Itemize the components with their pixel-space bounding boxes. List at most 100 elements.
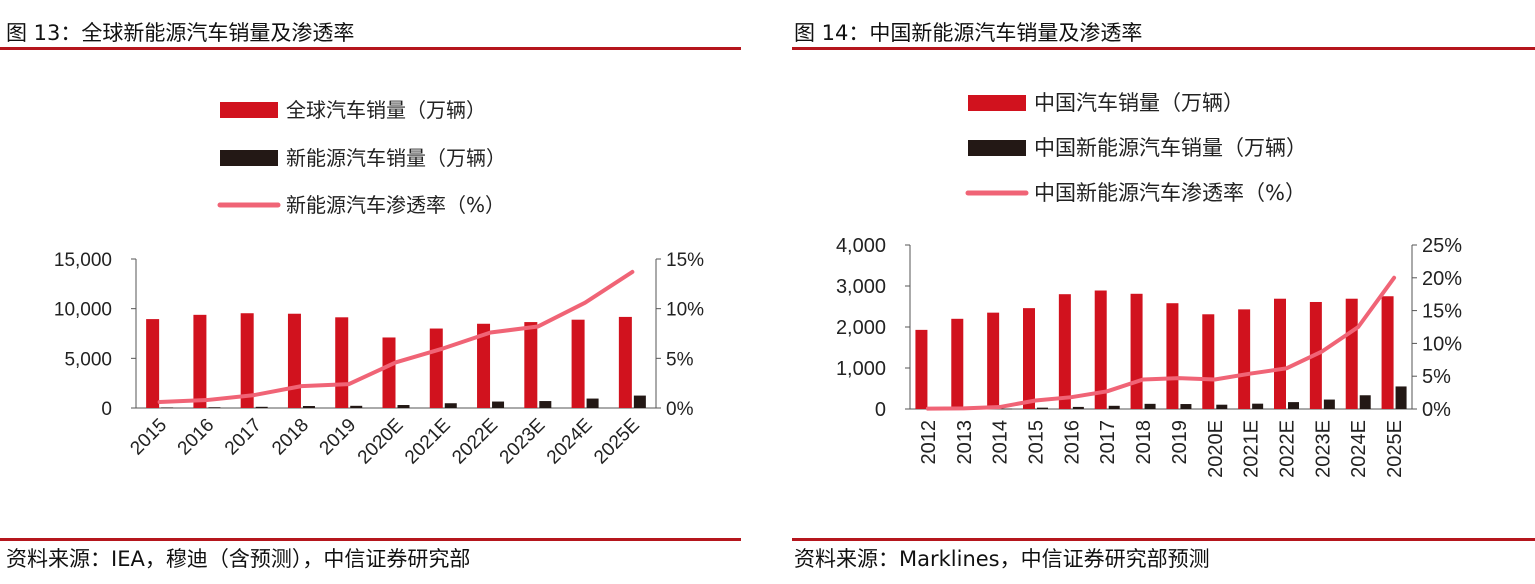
bar-total-sales bbox=[287, 313, 301, 408]
legend-label-3: 新能源汽车渗透率（%） bbox=[286, 193, 505, 217]
bar-nev-sales bbox=[444, 403, 457, 408]
right-tick-label: 5% bbox=[666, 349, 694, 370]
bar-nev-sales bbox=[1072, 406, 1084, 409]
bar-nev-sales bbox=[208, 407, 221, 408]
right-tick-label: 0% bbox=[666, 399, 694, 420]
bar-nev-sales bbox=[255, 406, 268, 408]
x-category-label: 2021E bbox=[1241, 420, 1263, 478]
right-tick-label: 20% bbox=[1422, 268, 1462, 290]
bar-total-sales bbox=[1202, 314, 1215, 409]
bar-total-sales bbox=[1023, 308, 1035, 409]
right-title-rule bbox=[792, 47, 1535, 50]
x-category-label: 2024E bbox=[1348, 420, 1370, 478]
bar-nev-sales bbox=[492, 401, 505, 408]
legend-swatch-1 bbox=[220, 102, 278, 118]
bar-total-sales bbox=[915, 329, 928, 409]
bar-total-sales bbox=[240, 313, 254, 408]
x-category-label: 2020E bbox=[1205, 420, 1227, 478]
bar-nev-sales bbox=[1323, 399, 1335, 409]
bar-nev-sales bbox=[302, 406, 315, 408]
right-source-rule bbox=[792, 538, 1535, 541]
left-tick-label: 0 bbox=[101, 399, 112, 420]
x-category-label: 2014 bbox=[990, 420, 1012, 465]
right-tick-label: 15% bbox=[666, 250, 704, 271]
bar-total-sales bbox=[987, 312, 1000, 409]
bar-total-sales bbox=[1166, 303, 1179, 409]
legend-label-1: 中国汽车销量（万辆） bbox=[1034, 91, 1244, 115]
right-tick-label: 10% bbox=[1422, 333, 1462, 355]
right-figure-title: 图 14：中国新能源汽车销量及渗透率 bbox=[794, 21, 1143, 45]
bar-total-sales bbox=[951, 318, 964, 409]
bar-total-sales bbox=[193, 314, 207, 408]
x-category-label: 2023E bbox=[1312, 420, 1334, 478]
bar-total-sales bbox=[382, 337, 396, 408]
left-tick-label: 10,000 bbox=[54, 300, 112, 321]
bar-nev-sales bbox=[539, 401, 552, 408]
bar-nev-sales bbox=[1359, 395, 1371, 409]
right-tick-label: 15% bbox=[1422, 301, 1462, 323]
bar-nev-sales bbox=[350, 405, 363, 408]
bar-total-sales bbox=[1345, 298, 1358, 409]
x-category-label: 2018 bbox=[1133, 420, 1155, 465]
right-tick-label: 25% bbox=[1422, 235, 1462, 257]
bar-total-sales bbox=[477, 323, 491, 408]
x-category-label: 2016 bbox=[1061, 420, 1083, 465]
bar-total-sales bbox=[571, 319, 585, 408]
bar-total-sales bbox=[1094, 290, 1107, 409]
bar-nev-sales bbox=[1108, 405, 1120, 409]
bar-nev-sales bbox=[397, 405, 410, 408]
penetration-rate-line bbox=[157, 269, 635, 405]
legend-label-2: 新能源汽车销量（万辆） bbox=[286, 146, 506, 170]
x-category-label: 2015 bbox=[1026, 420, 1048, 465]
bar-total-sales bbox=[1381, 296, 1394, 409]
left-tick-label: 15,000 bbox=[54, 250, 112, 271]
bar-nev-sales bbox=[1288, 402, 1299, 409]
left-tick-label: 3,000 bbox=[836, 276, 886, 298]
left-tick-label: 1,000 bbox=[836, 358, 886, 380]
bar-nev-sales bbox=[1252, 403, 1264, 409]
bar-total-sales bbox=[524, 322, 538, 408]
left-figure-source: 资料来源：IEA，穆迪（含预测），中信证券研究部 bbox=[6, 547, 471, 571]
legend-label-2: 中国新能源汽车销量（万辆） bbox=[1034, 136, 1307, 160]
bar-total-sales bbox=[1274, 298, 1286, 409]
legend-swatch-2 bbox=[220, 150, 278, 166]
left-title-rule bbox=[0, 47, 741, 50]
right-tick-label: 10% bbox=[666, 300, 704, 321]
left-figure-title: 图 13：全球新能源汽车销量及渗透率 bbox=[6, 21, 355, 45]
left-tick-label: 4,000 bbox=[836, 235, 886, 257]
legend-swatch-1 bbox=[968, 95, 1026, 111]
bar-nev-sales bbox=[1395, 386, 1407, 409]
x-category-label: 2013 bbox=[954, 420, 976, 465]
bar-total-sales bbox=[1238, 309, 1251, 409]
bar-nev-sales bbox=[633, 395, 646, 408]
x-category-label: 2025E bbox=[1384, 420, 1406, 478]
bar-nev-sales bbox=[1216, 404, 1228, 409]
bar-nev-sales bbox=[1037, 407, 1048, 409]
left-tick-label: 0 bbox=[875, 399, 886, 421]
bar-total-sales bbox=[618, 316, 632, 408]
bar-total-sales bbox=[1058, 294, 1071, 409]
right-tick-label: 5% bbox=[1422, 366, 1451, 388]
bar-nev-sales bbox=[586, 398, 599, 408]
bar-nev-sales bbox=[1144, 403, 1156, 409]
bar-total-sales bbox=[146, 319, 160, 408]
legend-label-3: 中国新能源汽车渗透率（%） bbox=[1034, 181, 1306, 205]
legend-label-1: 全球汽车销量（万辆） bbox=[286, 98, 486, 122]
bar-nev-sales bbox=[1180, 404, 1192, 409]
right-figure-source: 资料来源：Marklines，中信证券研究部预测 bbox=[794, 547, 1210, 571]
x-category-label: 2017 bbox=[1097, 420, 1119, 465]
legend-swatch-2 bbox=[968, 140, 1026, 156]
x-category-label: 2012 bbox=[918, 420, 940, 465]
right-tick-label: 0% bbox=[1422, 399, 1451, 421]
penetration-rate-line bbox=[925, 275, 1397, 411]
left-source-rule bbox=[0, 538, 741, 541]
x-category-label: 2022E bbox=[1277, 420, 1299, 478]
bar-total-sales bbox=[1130, 293, 1143, 409]
bar-nev-sales bbox=[161, 407, 174, 408]
bar-nev-sales bbox=[1001, 408, 1013, 410]
left-tick-label: 2,000 bbox=[836, 317, 886, 339]
x-category-label: 2019 bbox=[1169, 420, 1191, 465]
left-tick-label: 5,000 bbox=[64, 349, 112, 370]
